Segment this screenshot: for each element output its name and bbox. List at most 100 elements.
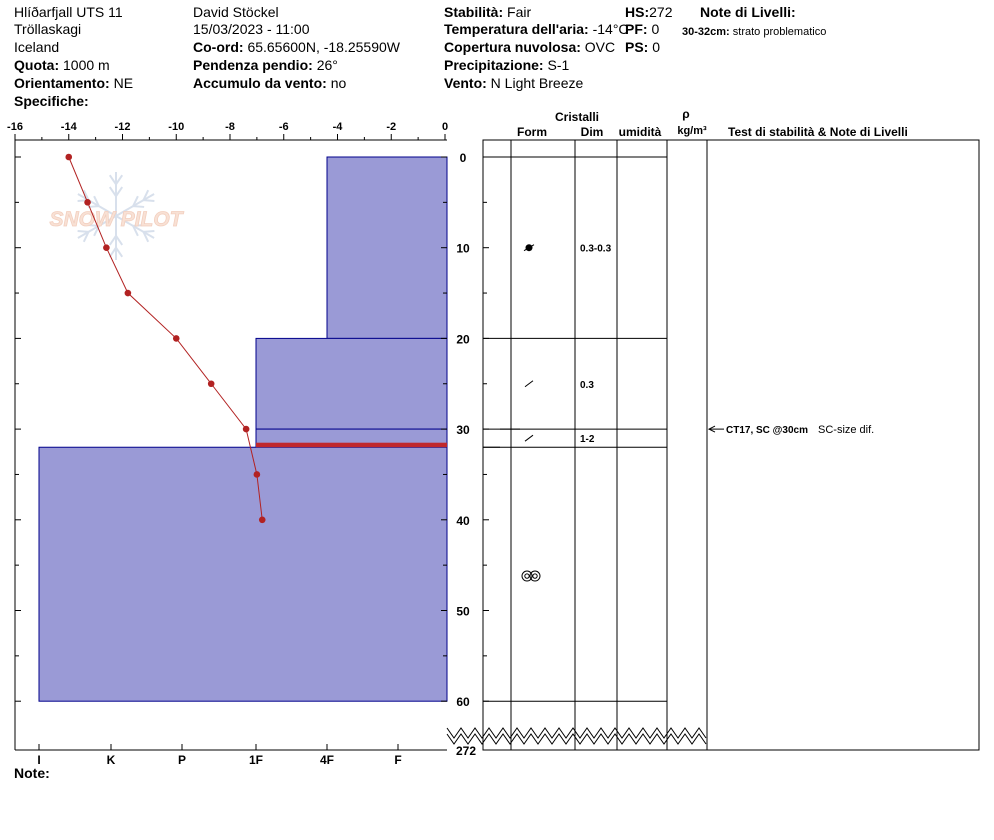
snowflake-branch (108, 247, 117, 258)
datetime: 15/03/2023 - 11:00 (193, 21, 310, 37)
temperature-point (242, 425, 250, 433)
precipitation: Precipitazione: S-1 (444, 57, 570, 73)
snowflake-branch (143, 230, 155, 233)
snowflake-arm (115, 193, 155, 217)
decomposing-fragments-icon (524, 434, 534, 442)
layer-note: 30-32cm: strato problematico (682, 26, 827, 38)
watermark-text: SNOW PILOT (50, 208, 185, 231)
col-cristalli: Cristalli (555, 110, 599, 124)
axis-break-zigzag-1 (446, 733, 707, 745)
snowflake-arm (115, 215, 155, 239)
wind-loading: Accumulo da vento: no (193, 75, 347, 91)
temp-tick-label: -14 (61, 121, 78, 133)
temperature-point (172, 335, 180, 342)
crystal-inner-ring (532, 573, 538, 579)
test-note: SC-size dif. (818, 424, 874, 436)
snowflake-branch (133, 205, 145, 208)
crystal-size-label: 0.3-0.3 (580, 244, 612, 255)
snowflake-arm (77, 215, 117, 239)
depth-tick-label: 30 (456, 423, 470, 437)
ps: PS: 0 (625, 39, 661, 55)
temp-tick-label: 0 (442, 121, 448, 133)
wind: Vento: N Light Breeze (444, 75, 584, 91)
depth-tick-label: 50 (456, 605, 470, 619)
snowflake-branch (132, 225, 139, 237)
hardness-tick-label: 1F (249, 753, 263, 767)
stability: Stabilità: Fair (444, 4, 532, 20)
snowflake-branch (77, 230, 89, 233)
depth-tick-label: 60 (456, 695, 470, 709)
temperature-point (124, 289, 132, 297)
snowflake-branch (142, 231, 150, 243)
hardness-bar-4 (38, 446, 448, 702)
hardness-tick-label: F (394, 753, 401, 767)
observer: David Stöckel (193, 4, 279, 20)
decomposing-fragments-icon (524, 380, 534, 388)
col-dim: Dim (581, 125, 604, 139)
melt-forms-icon (529, 570, 541, 582)
elevation: Quota: 1000 m (14, 57, 110, 73)
region: Tröllaskagi (14, 21, 82, 37)
snowpilot-watermark: SNOW PILOT (49, 172, 185, 260)
snowflake-branch (82, 189, 90, 201)
snowflake-branch (93, 195, 100, 207)
country: Iceland (14, 39, 60, 55)
snowflake-branch (115, 186, 124, 197)
hardness-bar-1 (326, 156, 448, 339)
snowflake-branch (133, 224, 145, 227)
specifics-label: Specifiche: (14, 93, 89, 109)
snowflake-branch (108, 186, 117, 197)
hs: HS:272 (625, 4, 673, 20)
temperature-point (253, 471, 261, 478)
location: Hlíðarfjall UTS 11 (14, 4, 123, 20)
temp-tick-label: -12 (115, 121, 131, 133)
table-border (482, 139, 980, 751)
hardness-tick-label: K (107, 753, 116, 767)
depth-tick-label: 0 (460, 151, 467, 165)
hardness-tick-label: P (178, 753, 186, 767)
test-result: CT17, SC @30cm (726, 425, 808, 436)
temp-tick-label: -6 (279, 121, 289, 133)
hardness-tick-label: I (37, 753, 40, 767)
temperature-point (84, 199, 91, 206)
col-form: Form (517, 125, 547, 139)
snowflake-arm (77, 193, 117, 217)
temperature-point (65, 153, 73, 161)
col-rho: ρ (682, 107, 689, 121)
layer-notes-label: Note di Livelli: (700, 4, 796, 20)
melt-forms-icon (521, 570, 533, 582)
temp-tick-label: -2 (386, 121, 396, 133)
hardness-tick-label: 4F (320, 753, 334, 767)
temp-tick-label: -8 (225, 121, 235, 133)
snowflake-branch (143, 199, 155, 202)
col-density-unit: kg/m³ (677, 125, 707, 137)
temperature-point (207, 380, 215, 388)
col-tests: Test di stabilità & Note di Livelli (728, 125, 908, 139)
snowflake-branch (115, 235, 124, 246)
depth-tick-label: 40 (456, 514, 470, 528)
snowflake-branch (115, 247, 124, 258)
snowflake-branch (108, 235, 117, 246)
slope: Pendenza pendio: 26° (193, 57, 338, 73)
snowflake-branch (115, 174, 124, 185)
notes-label: Note: (14, 765, 50, 781)
col-umidita: umidità (619, 125, 662, 139)
snowflake-branch (142, 189, 150, 201)
coordinates: Co-ord: 65.65600N, -18.25590W (193, 39, 400, 55)
temp-tick-label: -10 (168, 121, 184, 133)
test-arrow-head (707, 425, 716, 433)
temperature-point (103, 244, 110, 251)
air-temperature: Temperatura dell'aria: -14°C (444, 21, 629, 37)
axis-break-zigzag-2 (446, 727, 707, 739)
snowflake-branch (108, 174, 117, 185)
crystal-inner-ring (524, 573, 530, 579)
crystal-stroke (523, 244, 535, 252)
snowflake-branch (82, 231, 90, 243)
temperature-point (258, 516, 266, 524)
pf: PF: 0 (625, 21, 660, 37)
hardness-bar-2 (255, 337, 448, 430)
snowflake-branch (132, 195, 139, 207)
depth-tick-label: 20 (456, 332, 470, 346)
problem-layer-marker (256, 442, 447, 448)
